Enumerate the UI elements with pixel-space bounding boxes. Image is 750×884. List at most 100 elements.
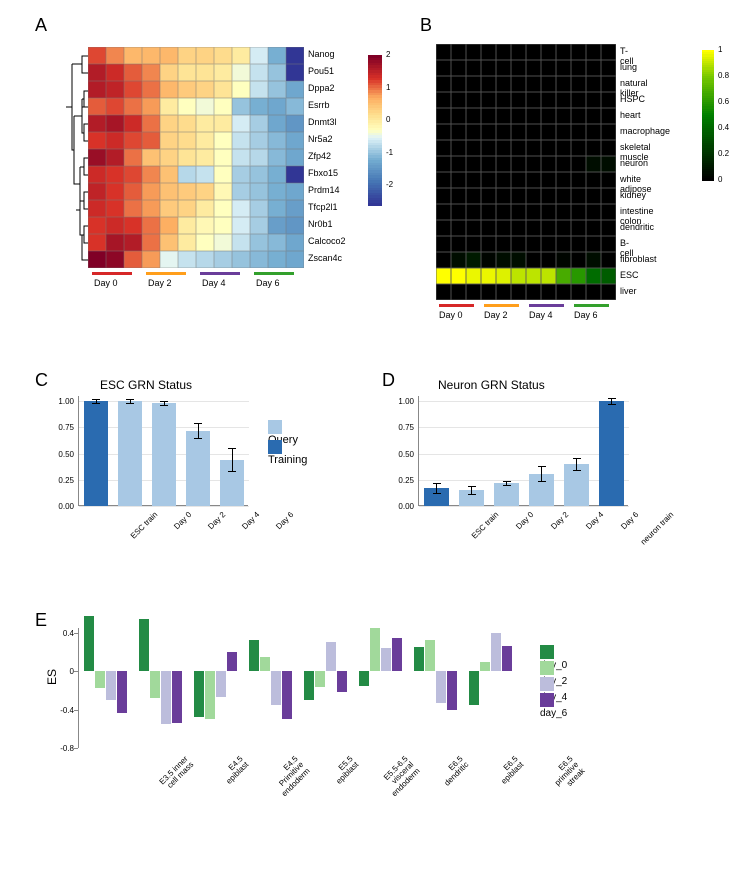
heatmap-cell bbox=[466, 76, 481, 92]
bar bbox=[304, 671, 314, 700]
panel-a-colorbar bbox=[368, 55, 382, 205]
gene-label: Fbxo15 bbox=[308, 168, 338, 178]
heatmap-cell bbox=[196, 234, 214, 251]
ytick: 0.50 bbox=[388, 450, 414, 459]
bar bbox=[370, 628, 380, 671]
heatmap-cell bbox=[526, 252, 541, 268]
gene-label: Zfp42 bbox=[308, 151, 331, 161]
heatmap-cell bbox=[250, 81, 268, 98]
gene-label: Pou51 bbox=[308, 66, 334, 76]
heatmap-cell bbox=[511, 284, 526, 300]
heatmap-cell bbox=[106, 47, 124, 64]
gene-label: Calcoco2 bbox=[308, 236, 346, 246]
heatmap-cell bbox=[586, 172, 601, 188]
heatmap-cell bbox=[268, 183, 286, 200]
heatmap-cell bbox=[451, 204, 466, 220]
heatmap-cell bbox=[466, 60, 481, 76]
heatmap-cell bbox=[160, 81, 178, 98]
heatmap-cell bbox=[571, 108, 586, 124]
heatmap-cell bbox=[88, 64, 106, 81]
heatmap-cell bbox=[142, 200, 160, 217]
heatmap-cell bbox=[106, 64, 124, 81]
heatmap-cell bbox=[451, 124, 466, 140]
day-underline bbox=[574, 304, 609, 307]
heatmap-cell bbox=[526, 140, 541, 156]
heatmap-cell bbox=[601, 252, 616, 268]
heatmap-cell bbox=[451, 172, 466, 188]
heatmap-cell bbox=[526, 60, 541, 76]
heatmap-cell bbox=[571, 140, 586, 156]
heatmap-cell bbox=[511, 44, 526, 60]
heatmap-cell bbox=[268, 149, 286, 166]
heatmap-cell bbox=[286, 98, 304, 115]
heatmap-cell bbox=[88, 81, 106, 98]
heatmap-cell bbox=[214, 98, 232, 115]
ytick: 0.75 bbox=[388, 423, 414, 432]
panel-a-heatmap bbox=[88, 47, 304, 268]
heatmap-cell bbox=[88, 200, 106, 217]
heatmap-cell bbox=[601, 204, 616, 220]
heatmap-cell bbox=[586, 204, 601, 220]
bar bbox=[271, 671, 281, 705]
heatmap-cell bbox=[496, 44, 511, 60]
heatmap-cell bbox=[526, 124, 541, 140]
heatmap-cell bbox=[586, 44, 601, 60]
heatmap-cell bbox=[286, 251, 304, 268]
heatmap-cell bbox=[196, 200, 214, 217]
legend-label: day_6 bbox=[540, 708, 567, 719]
heatmap-cell bbox=[436, 172, 451, 188]
heatmap-cell bbox=[601, 268, 616, 284]
heatmap-cell bbox=[511, 236, 526, 252]
bar bbox=[469, 671, 479, 705]
heatmap-cell bbox=[124, 64, 142, 81]
heatmap-cell bbox=[481, 44, 496, 60]
gene-label: Esrrb bbox=[308, 100, 330, 110]
heatmap-cell bbox=[496, 268, 511, 284]
celltype-label: liver bbox=[620, 286, 637, 296]
heatmap-cell bbox=[481, 188, 496, 204]
heatmap-cell bbox=[142, 183, 160, 200]
day-underline bbox=[484, 304, 519, 307]
panel-b-colorbar bbox=[702, 50, 714, 180]
heatmap-cell bbox=[451, 268, 466, 284]
heatmap-cell bbox=[541, 284, 556, 300]
heatmap-cell bbox=[526, 220, 541, 236]
heatmap-cell bbox=[160, 200, 178, 217]
heatmap-cell bbox=[178, 64, 196, 81]
heatmap-cell bbox=[511, 220, 526, 236]
heatmap-cell bbox=[88, 115, 106, 132]
heatmap-cell bbox=[286, 47, 304, 64]
heatmap-cell bbox=[142, 166, 160, 183]
heatmap-cell bbox=[601, 284, 616, 300]
heatmap-cell bbox=[268, 64, 286, 81]
heatmap-cell bbox=[496, 108, 511, 124]
panel-a-day-bars bbox=[88, 272, 304, 276]
bar bbox=[337, 671, 347, 692]
heatmap-cell bbox=[106, 81, 124, 98]
heatmap-cell bbox=[124, 47, 142, 64]
colorbar-tick: 0 bbox=[386, 115, 390, 124]
heatmap-cell bbox=[526, 284, 541, 300]
heatmap-cell bbox=[481, 156, 496, 172]
heatmap-cell bbox=[466, 44, 481, 60]
heatmap-cell bbox=[250, 132, 268, 149]
heatmap-cell bbox=[601, 92, 616, 108]
heatmap-cell bbox=[601, 188, 616, 204]
panel-a-dendrogram bbox=[52, 47, 88, 267]
heatmap-cell bbox=[214, 132, 232, 149]
heatmap-cell bbox=[496, 156, 511, 172]
bar bbox=[118, 401, 142, 506]
colorbar-tick: 1 bbox=[718, 45, 722, 54]
heatmap-cell bbox=[541, 268, 556, 284]
panel-e-label: E bbox=[35, 610, 47, 631]
heatmap-cell bbox=[436, 252, 451, 268]
heatmap-cell bbox=[106, 183, 124, 200]
heatmap-cell bbox=[142, 149, 160, 166]
heatmap-cell bbox=[88, 183, 106, 200]
heatmap-cell bbox=[601, 172, 616, 188]
heatmap-cell bbox=[541, 156, 556, 172]
heatmap-cell bbox=[451, 284, 466, 300]
heatmap-cell bbox=[541, 140, 556, 156]
ytick: 0.00 bbox=[388, 502, 414, 511]
heatmap-cell bbox=[511, 172, 526, 188]
